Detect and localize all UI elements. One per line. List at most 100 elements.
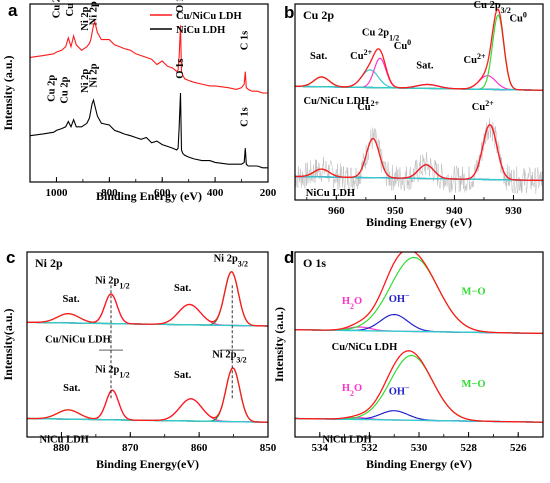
spectrum-group-0 — [295, 252, 543, 335]
annotation-label: H2O — [342, 296, 362, 311]
fit-envelope — [295, 252, 543, 335]
spectrum-group-1 — [295, 350, 543, 423]
x-tick-label: 930 — [505, 205, 522, 217]
plot-area-b — [295, 8, 543, 195]
annotation-label: M−O — [462, 287, 486, 298]
annotation-label: Sat. — [174, 283, 192, 294]
panel-letter-d: d — [284, 248, 294, 267]
panel-letter-b: b — [284, 3, 294, 22]
annotation-label: Cu 2p1/2 — [362, 27, 399, 42]
annotation-label: Sat. — [63, 383, 81, 394]
spectrum-group-1 — [27, 367, 268, 423]
x-axis-label: Binding Energy(eV) — [96, 457, 199, 471]
plot-area-d — [295, 252, 543, 423]
y-axis-label: Intensity(a.u.) — [1, 308, 15, 380]
fit-envelope — [295, 123, 543, 182]
x-tick-label: 400 — [207, 187, 224, 199]
annotation-label: Cu 2p — [65, 0, 76, 16]
annotation-label: Cu2+ — [464, 51, 486, 66]
annotation-label: Cu 2p3/2 — [474, 0, 511, 14]
annotation-label: NiCu LDH — [40, 435, 89, 446]
annotation-label: O 1s — [175, 59, 186, 79]
annotation-label: Cu/NiCu LDH — [304, 96, 370, 107]
panel-c: 880 870 860 850 Binding Energy(eV) Intensity(… — [1, 248, 277, 471]
annotation-label: OH− — [389, 290, 410, 305]
x-tick-label: 880 — [53, 442, 70, 454]
x-tick-label: 526 — [510, 442, 527, 454]
fit-peak-1 — [27, 389, 268, 423]
plot-frame-a — [29, 3, 269, 183]
annotation-label: Sat. — [416, 61, 434, 72]
x-tick-label: 532 — [361, 442, 378, 454]
spectrum-group-0 — [295, 8, 543, 91]
annotation-label: M−O — [462, 379, 486, 390]
y-axis-label: Intensity (a.u.) — [1, 55, 15, 130]
y-axis-label: Intensity (a.u.) — [272, 307, 286, 382]
annotation-label: Cu 2p — [46, 75, 57, 102]
annotation-label: Cu/NiCu LDH — [45, 335, 111, 346]
spectrum-group-1 — [295, 118, 543, 195]
plot-area-c — [27, 271, 268, 423]
x-tick-label: 940 — [446, 205, 463, 217]
raw-data-line — [295, 118, 543, 195]
annotation-label: Ni 2p — [80, 69, 91, 93]
x-tick-label: 600 — [154, 187, 171, 199]
annotation-label: NiCu LDH — [306, 188, 355, 199]
fit-envelope — [27, 271, 268, 327]
annotation-label: Ni 2p1/2 — [95, 364, 129, 379]
fit-envelope — [27, 367, 268, 423]
panel-letter-a: a — [8, 1, 18, 20]
panel-b: 960 950 940 930 Binding Energy (eV) b Cu 2p Sat… — [284, 0, 544, 229]
panel-d: 534 532 530 528 526 Binding Energy (eV) Intens… — [272, 248, 544, 471]
annotation-label: Cu2+ — [350, 47, 372, 62]
annotation-label: H2O — [342, 383, 362, 398]
plot-frame-c — [26, 251, 269, 438]
panel-title-c: Ni 2p — [35, 256, 63, 270]
legend-entry: NiCu LDH — [176, 25, 225, 36]
fit-peak-2 — [295, 256, 543, 334]
panel-title-b: Cu 2p — [303, 8, 334, 22]
annotation-label: Ni 2p — [89, 1, 100, 25]
x-tick-label: 534 — [312, 442, 329, 454]
annotation-label: Ni 2p — [80, 6, 91, 30]
x-axis-label: Binding Energy (eV) — [366, 215, 472, 229]
series-line-cu-nicu — [30, 19, 268, 94]
annotation-label: Sat. — [310, 51, 328, 62]
annotation-label: Cu/NiCu LDH — [332, 342, 398, 353]
annotation-label: Cu 2p — [60, 76, 71, 103]
annotation-label: Ni 2p3/2 — [214, 253, 248, 268]
x-tick-label: 1000 — [45, 187, 68, 199]
panel-letter-c: c — [6, 248, 15, 267]
x-tick-label: 530 — [411, 442, 428, 454]
panel-a: 1000 800 600 400 200 Binding Energy (eV) Inten… — [1, 0, 277, 203]
x-tick-label: 960 — [328, 205, 345, 217]
x-tick-label: 800 — [101, 187, 118, 199]
annotation-label: Ni 2p3/2 — [212, 349, 246, 364]
x-axis-label: Binding Energy (eV) — [96, 189, 202, 203]
x-tick-label: 950 — [387, 205, 404, 217]
annotation-label: Cu2+ — [472, 98, 494, 113]
annotation-label: Cu 2p — [52, 0, 63, 18]
x-axis-label: Binding Energy (eV) — [366, 457, 472, 471]
annotation-label: Sat. — [174, 370, 192, 381]
annotation-label: Ni 2p1/2 — [95, 275, 129, 290]
fit-envelope — [295, 8, 543, 91]
annotation-label: C 1s — [239, 107, 250, 127]
annotation-label: Sat. — [62, 294, 80, 305]
annotation-label: Cu0 — [509, 10, 526, 25]
x-tick-label: 850 — [260, 442, 277, 454]
x-tick-label: 528 — [460, 442, 477, 454]
annotation-label: O 1s — [175, 0, 186, 13]
plot-area-a — [30, 19, 268, 169]
fit-peak-2 — [295, 354, 543, 423]
panel-title-d: O 1s — [303, 256, 326, 270]
x-tick-label: 860 — [191, 442, 208, 454]
series-line-nicu — [30, 92, 268, 169]
spectrum-group-0 — [27, 271, 268, 327]
annotation-label: Ni 2p — [89, 63, 100, 87]
annotation-label: Cu0 — [394, 38, 411, 53]
annotation-label: NiCu LDH — [322, 435, 371, 446]
x-tick-label: 200 — [260, 187, 277, 199]
background-line — [295, 85, 543, 91]
